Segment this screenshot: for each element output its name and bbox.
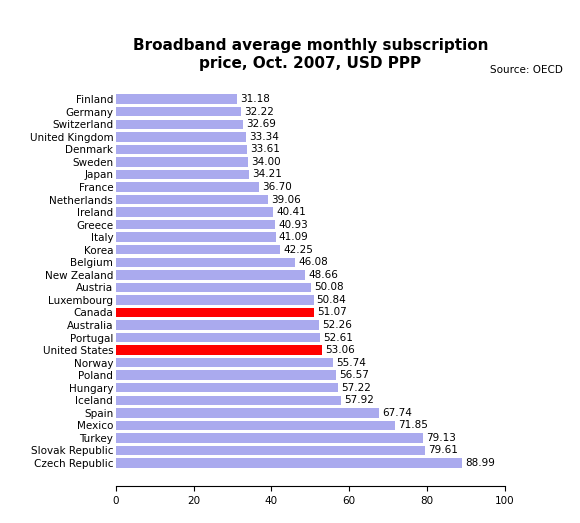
Text: 52.26: 52.26 [322, 320, 352, 330]
Text: 33.34: 33.34 [249, 132, 278, 142]
Bar [116, 395, 341, 405]
Bar [116, 295, 314, 304]
Text: 36.70: 36.70 [262, 182, 292, 192]
Text: 40.41: 40.41 [276, 207, 306, 217]
Text: 32.69: 32.69 [246, 119, 276, 129]
Text: 39.06: 39.06 [271, 195, 300, 204]
Bar [116, 270, 305, 280]
Text: 55.74: 55.74 [336, 358, 365, 368]
Text: 71.85: 71.85 [398, 420, 428, 430]
Bar [116, 120, 243, 129]
Text: 52.61: 52.61 [324, 333, 353, 343]
Text: 40.93: 40.93 [278, 220, 308, 230]
Text: 67.74: 67.74 [382, 408, 412, 418]
Text: 33.61: 33.61 [250, 144, 280, 154]
Text: 41.09: 41.09 [279, 232, 309, 242]
Text: 34.00: 34.00 [251, 157, 281, 167]
Bar [116, 107, 241, 117]
Bar [116, 320, 319, 329]
Bar [116, 308, 314, 317]
Text: 57.92: 57.92 [344, 395, 374, 405]
Bar [116, 258, 295, 267]
Bar [116, 358, 332, 367]
Bar [116, 233, 276, 242]
Bar [116, 446, 425, 455]
Text: 46.08: 46.08 [298, 257, 328, 267]
Bar [116, 383, 338, 392]
Bar [116, 458, 462, 468]
Bar [116, 433, 423, 442]
Bar [116, 333, 320, 342]
Bar [116, 183, 259, 192]
Text: 32.22: 32.22 [244, 107, 274, 117]
Bar [116, 282, 311, 292]
Bar [116, 145, 246, 154]
Bar [116, 420, 395, 430]
Title: Broadband average monthly subscription
price, Oct. 2007, USD PPP: Broadband average monthly subscription p… [133, 38, 488, 71]
Text: 79.61: 79.61 [429, 446, 458, 456]
Bar [116, 170, 249, 179]
Text: 88.99: 88.99 [465, 458, 495, 468]
Text: 31.18: 31.18 [240, 94, 270, 104]
Text: 48.66: 48.66 [308, 270, 338, 280]
Bar [116, 208, 273, 217]
Bar [116, 157, 248, 167]
Bar [116, 132, 245, 142]
Bar [116, 370, 336, 380]
Text: 56.57: 56.57 [339, 370, 369, 380]
Text: 79.13: 79.13 [427, 433, 456, 443]
Bar [116, 408, 379, 417]
Bar [116, 245, 280, 255]
Bar [116, 195, 268, 204]
Text: 53.06: 53.06 [325, 345, 355, 355]
Bar [116, 345, 322, 355]
Bar [116, 95, 237, 104]
Text: 57.22: 57.22 [342, 383, 371, 393]
Text: 42.25: 42.25 [283, 245, 313, 255]
Text: Source: OECD: Source: OECD [490, 65, 563, 75]
Text: 50.08: 50.08 [314, 282, 343, 292]
Bar [116, 220, 275, 230]
Text: 34.21: 34.21 [252, 169, 282, 179]
Text: 50.84: 50.84 [317, 295, 346, 305]
Text: 51.07: 51.07 [318, 308, 347, 317]
